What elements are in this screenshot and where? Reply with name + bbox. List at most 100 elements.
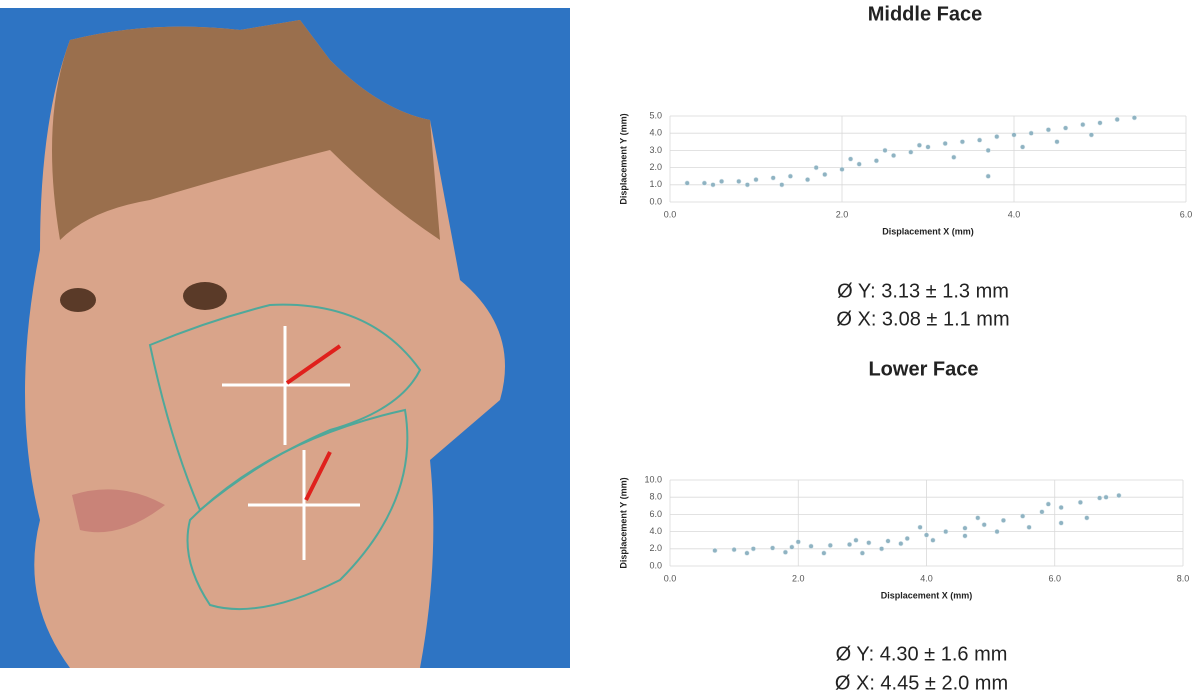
scatter-point: [923, 532, 930, 538]
scatter-point: [976, 137, 983, 143]
scatter-point: [787, 173, 794, 179]
scatter-point: [943, 528, 949, 535]
scatter-point: [782, 549, 789, 555]
scatter-point: [1026, 524, 1032, 530]
scatter-point: [1045, 127, 1051, 133]
x-tick-label: 4.0: [920, 573, 933, 583]
scatter-point: [859, 550, 865, 556]
scatter-point: [1062, 125, 1069, 131]
scatter-point: [985, 173, 991, 179]
y-axis-label: Displacement Y (mm): [618, 113, 628, 204]
scatter-point: [853, 537, 859, 543]
y-axis-label: Displacement Y (mm): [618, 477, 628, 568]
scatter-point: [750, 546, 756, 552]
y-tick-label: 3.0: [649, 145, 662, 155]
scatter-point: [1116, 492, 1122, 499]
scatter-point: [1080, 121, 1086, 128]
y-tick-label: 2.0: [649, 543, 662, 553]
scatter-point: [1084, 515, 1090, 521]
x-tick-label: 4.0: [1008, 209, 1021, 219]
scatter-point: [994, 134, 1000, 140]
scatter-point: [882, 147, 888, 153]
scatter-point: [962, 533, 968, 539]
scatter-point: [795, 539, 801, 545]
scatter-point: [1019, 144, 1026, 150]
scatter-point: [813, 165, 819, 171]
scatter-point: [827, 542, 833, 548]
y-tick-label: 4.0: [649, 128, 662, 138]
y-tick-label: 1.0: [649, 179, 662, 189]
scatter-point: [930, 537, 936, 543]
scatter-point: [1028, 130, 1034, 136]
y-tick-label: 0.0: [649, 560, 662, 570]
x-tick-label: 2.0: [792, 573, 805, 583]
face-photo: [0, 8, 570, 668]
x-tick-label: 8.0: [1177, 573, 1190, 583]
scatter-point: [1054, 139, 1060, 145]
scatter-point: [1011, 132, 1017, 138]
scatter-point: [744, 550, 750, 556]
scatter-point: [701, 180, 708, 186]
scatter-point: [753, 177, 759, 183]
scatter-point: [962, 525, 968, 531]
scatter-point: [1088, 132, 1094, 138]
x-tick-label: 0.0: [664, 573, 677, 583]
scatter-point: [769, 545, 776, 551]
x-tick-label: 6.0: [1048, 573, 1061, 583]
scatter-point: [1039, 509, 1045, 515]
x-tick-label: 0.0: [664, 209, 677, 219]
scatter-point: [916, 142, 923, 148]
y-tick-label: 8.0: [649, 492, 662, 502]
scatter-point: [718, 178, 725, 184]
scatter-point: [1097, 120, 1103, 126]
scatter-point: [1103, 494, 1109, 500]
scatter-point: [908, 149, 914, 155]
scatter-point: [744, 182, 751, 188]
scatter-point: [951, 154, 957, 160]
annotation: Ø Y: 3.13 ± 1.3 mm: [837, 280, 1009, 302]
scatter-point: [1058, 520, 1064, 526]
scatter-point: [942, 140, 948, 147]
y-tick-label: 0.0: [649, 196, 662, 206]
scatter-point: [822, 171, 828, 178]
x-tick-label: 6.0: [1180, 209, 1193, 219]
scatter-point: [731, 547, 737, 553]
x-axis-label: Displacement X (mm): [881, 590, 973, 600]
scatter-point: [779, 182, 785, 188]
x-tick-label: 2.0: [836, 209, 849, 219]
annotation: Ø X: 3.08 ± 1.1 mm: [836, 308, 1009, 330]
scatter-point: [879, 546, 885, 552]
scatter-point: [890, 152, 897, 159]
annotation: Ø Y: 4.30 ± 1.6 mm: [836, 643, 1008, 665]
scatter-point: [712, 547, 718, 554]
scatter-point: [866, 540, 872, 546]
scatter-point: [846, 541, 853, 548]
scatter-point: [873, 158, 880, 164]
scatter-point: [839, 166, 845, 172]
chart-title: Lower Face: [868, 358, 978, 380]
scatter-point: [1045, 501, 1051, 507]
scatter-point: [1131, 115, 1137, 121]
scatter-point: [736, 178, 742, 184]
scatter-point: [808, 543, 814, 549]
scatter-point: [981, 522, 987, 528]
x-axis-label: Displacement X (mm): [882, 226, 974, 236]
y-tick-label: 10.0: [644, 474, 662, 484]
y-tick-label: 4.0: [649, 526, 662, 536]
scatter-point: [917, 524, 923, 530]
scatter-point: [1097, 495, 1103, 501]
scatter-point: [1020, 513, 1026, 519]
scatter-point: [959, 139, 966, 145]
scatter-point: [804, 177, 811, 183]
y-tick-label: 6.0: [649, 509, 662, 519]
scatter-point: [847, 156, 854, 162]
annotation: Ø X: 4.45 ± 2.0 mm: [835, 672, 1008, 694]
scatter-point: [770, 175, 776, 181]
scatter-point: [710, 182, 716, 188]
scatter-point: [1077, 499, 1083, 505]
scatter-point: [904, 535, 910, 542]
scatter-point: [994, 528, 1000, 535]
scatter-point: [1000, 517, 1007, 524]
scatter-point: [898, 541, 904, 547]
